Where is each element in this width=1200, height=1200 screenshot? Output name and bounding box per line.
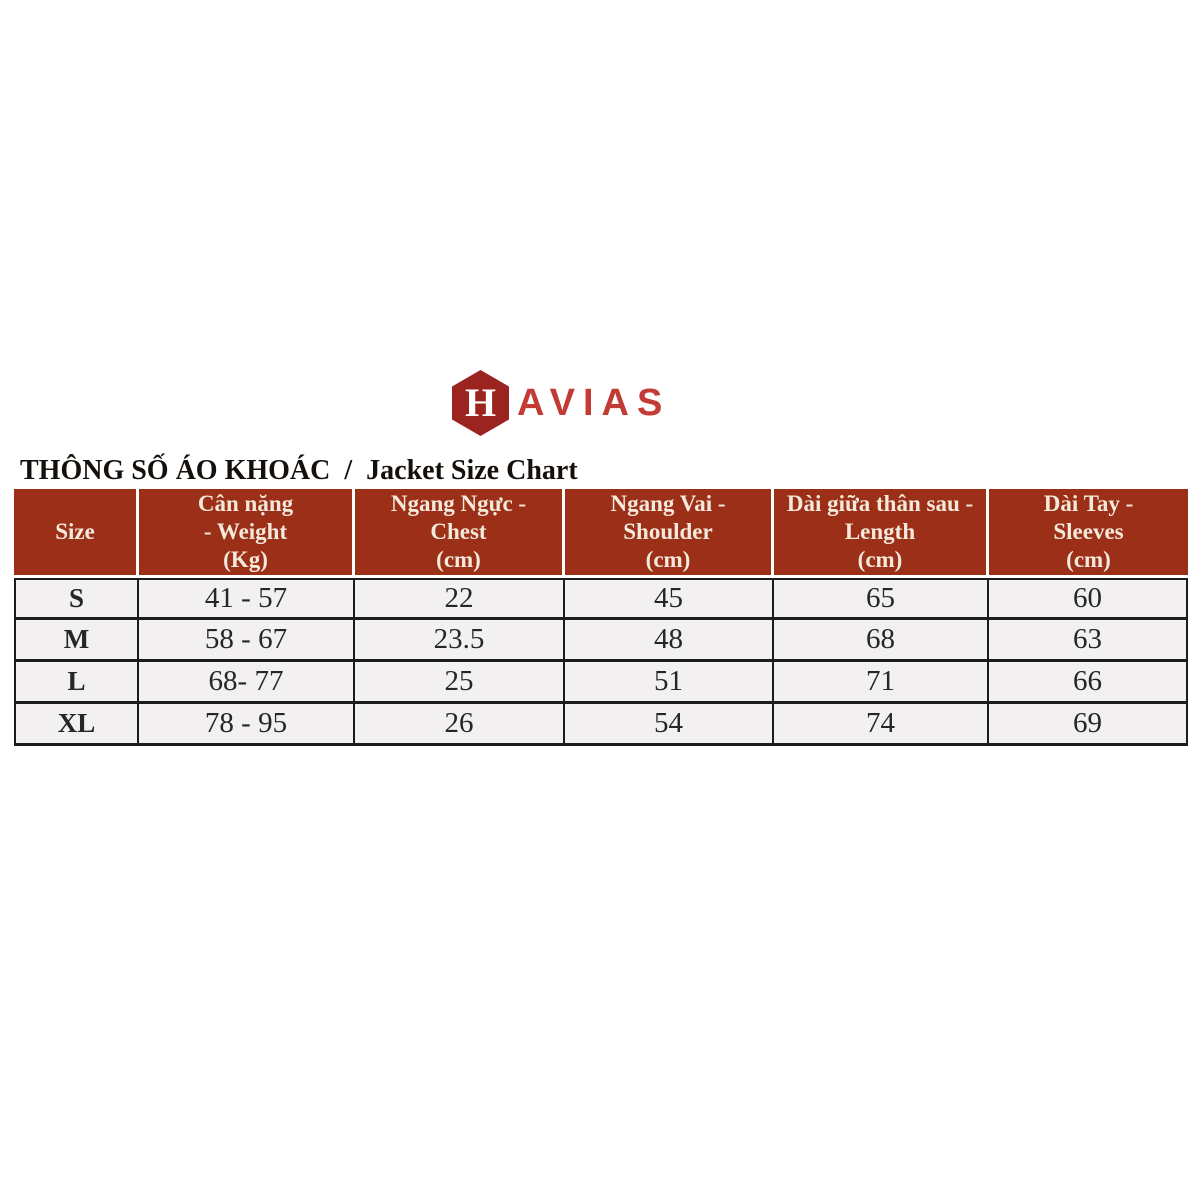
sleeves-cell: 66 [989,662,1188,704]
shoulder-cell: 45 [565,578,774,620]
table-row: S 41 - 57 22 45 65 60 [14,578,1188,620]
weight-cell: 41 - 57 [139,578,355,620]
brand-initial: H [464,379,497,425]
weight-cell: 58 - 67 [139,620,355,662]
weight-cell: 68- 77 [139,662,355,704]
length-cell: 71 [774,662,989,704]
length-cell: 74 [774,704,989,746]
weight-cell: 78 - 95 [139,704,355,746]
size-cell: L [14,662,139,704]
shoulder-cell: 51 [565,662,774,704]
column-header-length: Dài giữa thân sau - Length (cm) [774,489,989,578]
sleeves-cell: 69 [989,704,1188,746]
chest-cell: 22 [355,578,565,620]
table-row: L 68- 77 25 51 71 66 [14,662,1188,704]
column-header-size: Size [14,489,139,578]
size-cell: XL [14,704,139,746]
hexagon-icon: H [452,370,509,436]
chest-cell: 23.5 [355,620,565,662]
brand-logo: H AVIAS [452,370,670,436]
brand-wordmark: AVIAS [517,382,671,424]
length-cell: 68 [774,620,989,662]
chest-cell: 25 [355,662,565,704]
column-header-sleeves: Dài Tay - Sleeves (cm) [989,489,1188,578]
size-cell: M [14,620,139,662]
column-header-chest: Ngang Ngực - Chest (cm) [355,489,565,578]
column-header-shoulder: Ngang Vai - Shoulder (cm) [565,489,774,578]
size-cell: S [14,578,139,620]
sleeves-cell: 60 [989,578,1188,620]
table-row: M 58 - 67 23.5 48 68 63 [14,620,1188,662]
table-header-row: Size Cân nặng - Weight (Kg) Ngang Ngực -… [14,489,1188,578]
shoulder-cell: 48 [565,620,774,662]
sleeves-cell: 63 [989,620,1188,662]
table-row: XL 78 - 95 26 54 74 69 [14,704,1188,746]
shoulder-cell: 54 [565,704,774,746]
column-header-weight: Cân nặng - Weight (Kg) [139,489,355,578]
length-cell: 65 [774,578,989,620]
page-title: THÔNG SỐ ÁO KHOÁC / Jacket Size Chart [20,455,578,486]
chest-cell: 26 [355,704,565,746]
size-chart-table: Size Cân nặng - Weight (Kg) Ngang Ngực -… [14,489,1188,746]
